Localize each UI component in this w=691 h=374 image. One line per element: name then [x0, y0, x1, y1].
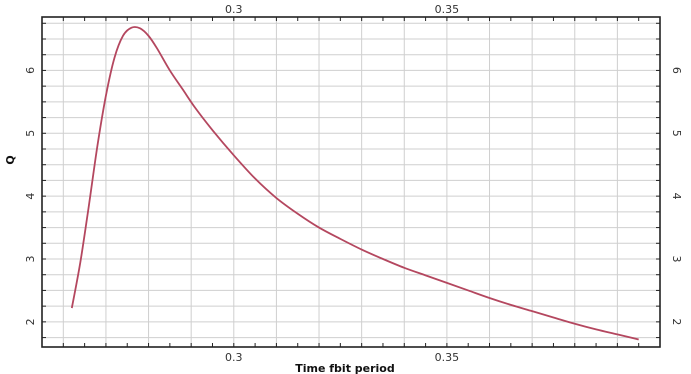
series	[70, 26, 639, 341]
y-tick-label-right: 3	[670, 256, 683, 263]
series-line	[70, 26, 639, 341]
plot-frame	[41, 16, 661, 348]
y-tick-label-right: 2	[670, 318, 683, 325]
y-tick-label-left: 3	[24, 256, 37, 263]
y-tick-label-left: 2	[24, 318, 37, 325]
x-tick-label-top: 0.3	[225, 3, 243, 16]
y-tick-label-right: 6	[670, 67, 683, 74]
y-tick-label-left: 4	[24, 193, 37, 200]
y-tick-label-right: 5	[670, 130, 683, 137]
grid	[42, 17, 660, 347]
y-axis-title: Q	[4, 155, 17, 164]
x-tick-label-bottom: 0.35	[435, 351, 460, 364]
x-tick-label-bottom: 0.3	[225, 351, 243, 364]
x-tick-label-top: 0.35	[435, 3, 460, 16]
y-tick-label-right: 4	[670, 193, 683, 200]
y-tick-label-left: 6	[24, 67, 37, 74]
ticks	[42, 17, 660, 347]
tick-labels: 0.3 0.3 0.35 0.35 2 2 3 3 4 4 5 5 6 6	[24, 3, 683, 364]
x-axis-title: Time fbit period	[295, 362, 395, 374]
y-tick-label-left: 5	[24, 130, 37, 137]
